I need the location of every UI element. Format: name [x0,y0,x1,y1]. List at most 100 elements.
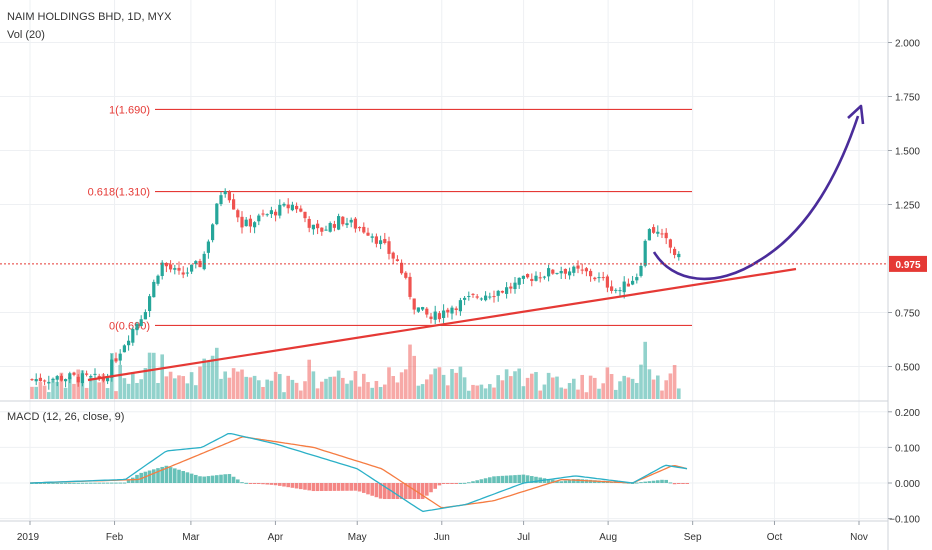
macd-histogram-bar [454,483,458,484]
volume-bar [231,368,236,399]
volume-bar [278,374,282,399]
candle-body [190,264,194,272]
volume-bar [597,388,601,399]
macd-histogram-bar [433,483,437,489]
candle-body [446,309,450,313]
candle-body [169,264,173,270]
volume-bar [626,377,631,399]
candle-body [547,268,551,277]
candle-body [391,252,395,259]
candle-body [563,268,567,274]
candle-body [320,227,324,232]
volume-bar [437,367,442,399]
macd-histogram-bar [664,479,668,483]
volume-bar [479,384,484,399]
candle-body [656,231,660,234]
volume-bar [303,381,307,399]
volume-label: Vol (20) [7,29,45,41]
macd-histogram-bar [219,474,223,483]
volume-bar [30,386,34,399]
candle-body [668,239,672,248]
volume-bar [630,378,635,399]
candle-body [131,328,135,343]
candle-body [358,227,362,229]
volume-bar [177,375,181,399]
candle-body [568,271,572,276]
candle-body [114,358,118,362]
candle-body [72,372,76,375]
candle-body [652,227,656,233]
candle-body [316,223,320,229]
candle-body [337,216,341,230]
volume-bar [131,372,135,399]
candle-body [610,286,614,291]
candle-body [614,289,618,291]
volume-bar [68,377,72,399]
candle-body [156,275,160,284]
candle-body [295,205,299,210]
macd-histogram-bar [118,482,122,484]
volume-bar [236,371,240,399]
volume-bar [168,371,173,399]
signal-line [29,436,688,509]
macd-histogram-bar [290,483,295,488]
volume-bar [462,377,467,399]
macd-histogram-bar [672,483,677,485]
candle-body [433,311,437,320]
volume-bar [160,354,164,399]
candle-body [450,307,454,314]
volume-bar [202,358,206,399]
volume-bar [206,361,211,399]
candle-body [521,275,525,279]
macd-histogram-bar [206,476,211,483]
macd-histogram-bar [236,479,240,483]
macd-histogram-bar [525,475,530,483]
volume-bar [42,385,47,399]
macd-axis-label: 0.200 [895,408,920,419]
macd-histogram-bar [34,482,38,484]
macd-histogram-bar [450,483,454,484]
candle-body [232,199,236,210]
volume-bar [647,369,652,399]
macd-histogram-bar [349,483,353,491]
candle-body [677,253,681,258]
candle-body [64,379,68,382]
volume-bar [378,386,383,399]
macd-histogram-bar [189,473,194,483]
macd-histogram-bar [534,476,538,483]
candle-body [122,345,126,353]
macd-histogram-bar [215,475,219,483]
candle-body [211,224,215,241]
volume-bar [320,381,324,399]
macd-histogram-bar [643,481,647,483]
candle-body [160,262,164,276]
candle-body [559,270,563,274]
candle-body [387,241,391,254]
candle-body [635,277,639,281]
candle-body [101,377,105,381]
candle-body [437,313,441,320]
macd-histogram-bar [336,483,341,491]
volume-bar [551,377,555,399]
volume-bar [576,389,580,399]
candle-body [429,316,433,319]
macd-histogram-bar [387,483,391,500]
macd-histogram-bar [513,475,517,483]
macd-histogram-bar [126,480,131,483]
time-axis-label: Feb [106,532,124,543]
candle-body [257,215,261,222]
volume-bar [227,377,232,399]
macd-histogram-bar [164,465,169,483]
volume-bar [538,390,542,399]
macd-histogram-bar [483,478,488,483]
volume-bar [311,371,316,399]
volume-bar [353,371,358,399]
volume-bar [420,384,425,399]
candle-body [463,297,467,300]
candle-body [89,376,93,378]
macd-histogram-bar [681,483,685,484]
macd-histogram-bar [72,482,76,484]
volume-bar [185,383,190,399]
candle-body [660,233,664,235]
volume-bar [395,382,400,399]
